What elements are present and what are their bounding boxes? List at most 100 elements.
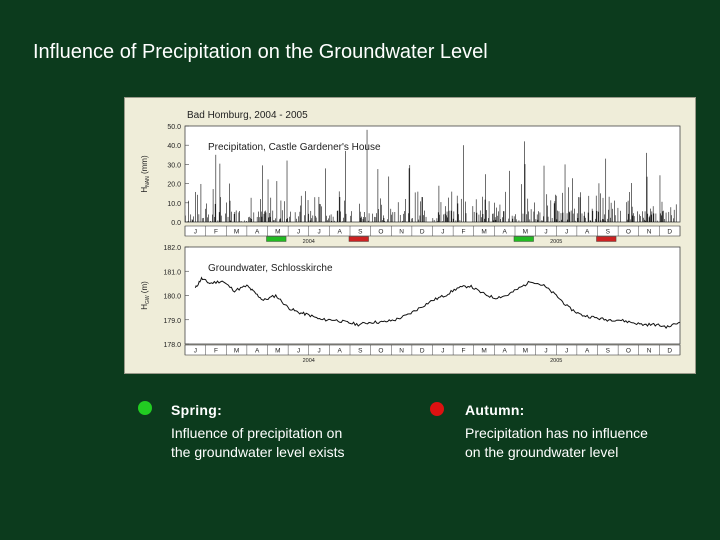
precip-bar (338, 191, 340, 222)
precip-bar (646, 152, 647, 222)
precip-bar (671, 215, 672, 222)
precip-bar (515, 214, 516, 222)
groundwater-plot-area (184, 246, 681, 345)
precip-bar (376, 213, 377, 222)
groundwater-month-label: M (234, 348, 239, 355)
precip-bar (499, 204, 501, 222)
precip-bar (675, 204, 677, 222)
precip-bar (397, 202, 399, 222)
precip-bar (630, 219, 632, 222)
autumn-title: Autumn: (465, 402, 525, 418)
precip-bar (220, 215, 222, 222)
groundwater-month-label: O (626, 348, 631, 355)
precip-bar (273, 220, 275, 222)
slide-title: Influence of Precipitation on the Ground… (33, 41, 488, 63)
precip-bar (281, 210, 283, 222)
precip-bar (364, 212, 365, 222)
precip-bar (229, 200, 231, 222)
precip-bar (651, 211, 653, 222)
precip-bar (524, 164, 526, 222)
precip-bar (629, 192, 630, 222)
precip-bar (524, 141, 525, 222)
precip-bar (602, 197, 604, 222)
precip-bar (319, 203, 320, 222)
precip-bar (233, 213, 235, 222)
precip-bar (631, 206, 633, 222)
precip-bar (493, 220, 495, 222)
precip-bar (581, 213, 583, 222)
precip-ylabel: HNAN (mm) (140, 155, 151, 193)
precip-bar (457, 203, 459, 222)
groundwater-month-label: A (338, 348, 343, 355)
precip-bar (627, 200, 629, 222)
precip-bar (423, 215, 424, 222)
precip-bar (208, 214, 209, 222)
precip-month-label: F (461, 229, 465, 236)
precip-bar (570, 210, 572, 222)
precip-bar (484, 199, 486, 222)
precip-bar (298, 216, 299, 222)
precip-bar (260, 199, 261, 222)
groundwater-ylabel: HGW (m) (140, 281, 151, 310)
precip-bar (527, 198, 529, 222)
precip-bar (421, 197, 423, 222)
precip-bar (275, 218, 276, 222)
groundwater-month-label: A (503, 348, 508, 355)
precip-bar (631, 183, 632, 222)
precip-month-label: S (358, 229, 363, 236)
groundwater-ytick-label: 178.0 (163, 342, 181, 349)
precip-bar (265, 210, 266, 222)
precip-bar (235, 210, 237, 222)
precip-bar (620, 210, 621, 222)
precip-bar (648, 217, 650, 222)
precip-month-label: D (420, 229, 425, 236)
precip-bar (568, 187, 569, 222)
precip-bar (359, 211, 361, 222)
groundwater-month-label: F (461, 348, 465, 355)
precip-bar (337, 210, 339, 222)
precip-bar (566, 213, 568, 222)
precip-bar (218, 212, 220, 222)
precip-bar (253, 212, 255, 222)
precip-bar (200, 183, 202, 222)
precip-bar (290, 211, 291, 222)
groundwater-month-label: S (358, 348, 363, 355)
precip-bar (258, 217, 260, 222)
precip-bar (482, 214, 484, 222)
precip-bar (572, 213, 574, 222)
precip-bar (488, 201, 490, 222)
precip-bar (391, 214, 392, 222)
precip-bar (327, 220, 329, 222)
precip-bar (374, 216, 375, 222)
precip-bar (187, 221, 189, 222)
precip-bar (577, 217, 579, 222)
precip-bar (663, 210, 664, 222)
precip-bar (276, 181, 278, 222)
groundwater-month-label: M (523, 348, 528, 355)
precip-bar (270, 197, 272, 222)
precip-bar (578, 197, 579, 222)
precip-bar (460, 198, 462, 222)
precip-bar (263, 213, 265, 222)
precip-bar (632, 215, 634, 222)
precip-bar (229, 183, 230, 222)
precip-bar (482, 196, 483, 222)
precip-bar (644, 219, 645, 222)
precip-bar (479, 210, 481, 222)
precip-month-label: J (565, 229, 568, 236)
precip-bar (647, 213, 649, 222)
groundwater-ytick-label: 179.0 (163, 318, 181, 325)
precip-bar (420, 201, 421, 222)
groundwater-month-label: S (606, 348, 611, 355)
groundwater-ytick-label: 182.0 (163, 245, 181, 252)
precip-bar (325, 168, 326, 222)
precip-bar (515, 219, 517, 222)
precip-bar (219, 163, 221, 222)
precip-bar (455, 220, 457, 222)
precip-bar (246, 221, 247, 222)
precip-bar (509, 170, 510, 222)
precip-bar (526, 214, 527, 222)
precip-bar (319, 204, 321, 222)
precip-bar (639, 216, 641, 222)
precip-bar (533, 211, 535, 222)
